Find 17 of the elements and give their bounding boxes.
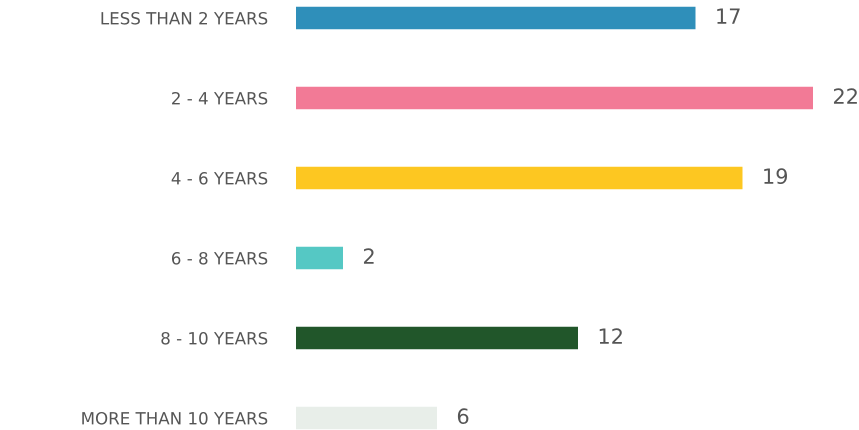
data-label: 22 — [834, 88, 857, 104]
data-label: 17 — [717, 8, 740, 24]
y-tick-label: 4 - 6 YEARS — [172, 172, 268, 185]
y-tick-label: 2 - 4 YEARS — [172, 92, 268, 105]
y-tick-label: 6 - 8 YEARS — [172, 252, 268, 265]
data-label: 19 — [764, 168, 787, 184]
bar — [296, 166, 742, 190]
data-label: 2 — [364, 248, 374, 264]
data-label: 12 — [600, 328, 622, 344]
bar — [296, 326, 578, 350]
y-tick-label: LESS THAN 2 YEARS — [102, 12, 268, 25]
bar — [296, 246, 343, 270]
bar — [296, 6, 696, 30]
data-label: 6 — [458, 408, 468, 424]
y-tick-label: 8 - 10 YEARS — [161, 332, 268, 345]
bar — [296, 86, 813, 110]
y-tick-label: MORE THAN 10 YEARS — [82, 412, 268, 425]
